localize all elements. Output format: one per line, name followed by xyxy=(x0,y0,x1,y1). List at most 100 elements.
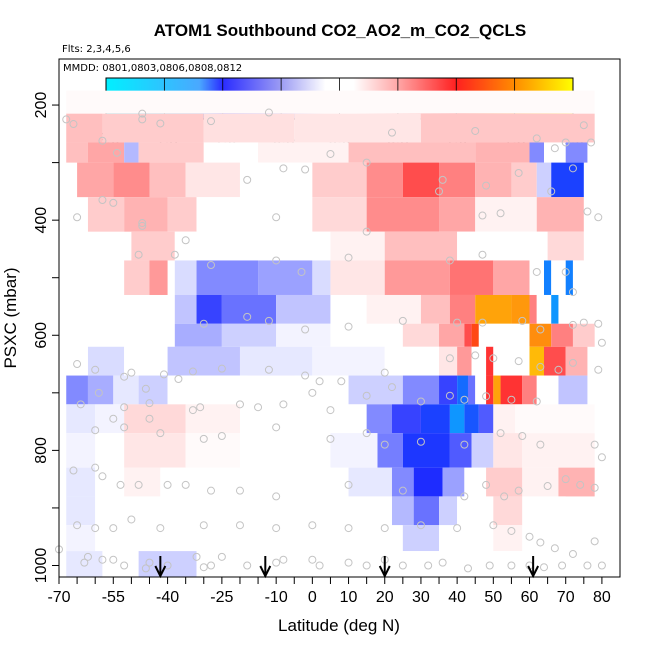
sample-point xyxy=(199,521,208,530)
sample-point xyxy=(80,558,89,567)
sample-point xyxy=(109,198,118,207)
heatmap-cell xyxy=(87,197,125,232)
sample-point xyxy=(188,367,197,376)
sample-point xyxy=(568,358,577,367)
y-tick-label: 400 xyxy=(33,207,50,234)
heatmap-cell xyxy=(294,113,421,143)
sample-point xyxy=(453,524,462,533)
sample-point xyxy=(532,267,541,276)
sample-point xyxy=(308,388,317,397)
sample-point xyxy=(568,164,577,173)
heatmap-cell xyxy=(196,375,248,405)
sample-point xyxy=(207,261,216,270)
heatmap-cell xyxy=(312,404,367,434)
heatmap-cell xyxy=(384,260,450,295)
heatmap-cell xyxy=(536,294,552,324)
heatmap-cell xyxy=(377,433,403,468)
sample-point xyxy=(547,187,556,196)
heatmap-cell xyxy=(439,375,458,405)
sample-point xyxy=(192,552,201,561)
sample-point xyxy=(536,325,545,334)
sample-point xyxy=(536,440,545,449)
sample-point xyxy=(380,368,389,377)
heatmap-cell xyxy=(66,433,96,468)
heatmap-cell xyxy=(138,551,197,577)
sample-point xyxy=(207,561,216,570)
sample-point xyxy=(482,480,491,489)
heatmap-cell xyxy=(475,142,530,163)
heatmap-cell xyxy=(312,197,367,232)
sample-point xyxy=(344,253,353,262)
sample-point xyxy=(91,524,100,533)
sample-point xyxy=(594,365,603,374)
heatmap-cell xyxy=(87,323,125,347)
sample-point xyxy=(272,524,281,533)
heatmap-cell xyxy=(196,294,222,324)
y-tick-label: 200 xyxy=(33,92,50,119)
sample-point xyxy=(532,134,541,143)
sample-point xyxy=(539,563,548,572)
sample-point xyxy=(453,318,462,327)
heatmap-cell xyxy=(486,375,494,405)
heatmap-cell xyxy=(551,260,566,295)
heatmap-cell xyxy=(464,525,494,552)
sample-point xyxy=(445,256,454,265)
heatmap-cell xyxy=(420,294,450,324)
y-tick-label: 1000 xyxy=(33,548,50,584)
sample-point xyxy=(243,561,252,570)
sample-point xyxy=(438,175,447,184)
heatmap-cell xyxy=(402,375,440,405)
dates-subtitle: MMDD: 0801,0803,0806,0808,0812 xyxy=(63,63,242,74)
sample-point xyxy=(514,168,523,177)
heatmap-cell xyxy=(167,496,367,526)
heatmap-cell xyxy=(493,551,530,577)
sample-point xyxy=(243,312,252,321)
heatmap-cell xyxy=(138,142,204,163)
heatmap-cell xyxy=(196,197,313,232)
sample-point xyxy=(362,561,371,570)
heatmap-cell xyxy=(276,323,331,347)
sample-point xyxy=(134,480,143,489)
heatmap-cell xyxy=(174,260,197,295)
sample-point xyxy=(445,391,454,400)
heatmap-cell xyxy=(196,260,259,295)
heatmap-cell xyxy=(124,433,186,468)
sample-point xyxy=(163,561,172,570)
heatmap-cell xyxy=(500,375,523,405)
heatmap-cell xyxy=(95,467,125,497)
flight-arrow-head xyxy=(527,565,540,579)
sample-point xyxy=(344,322,353,331)
sample-point xyxy=(344,480,353,489)
sample-point xyxy=(98,555,107,564)
heatmap-cell xyxy=(420,113,595,143)
sample-point xyxy=(199,319,208,328)
sample-point xyxy=(485,561,494,570)
heatmap-cell xyxy=(66,404,96,434)
x-tick-label: 0 xyxy=(308,589,317,606)
sample-point xyxy=(134,250,143,259)
sample-point xyxy=(536,538,545,547)
sample-point xyxy=(94,388,103,397)
x-tick-label: -70 xyxy=(47,589,70,606)
sample-point xyxy=(489,354,498,363)
heatmap-cell xyxy=(102,551,132,577)
heatmap-cell xyxy=(551,294,559,324)
sample-point xyxy=(217,552,226,561)
heatmap-cell xyxy=(66,375,88,405)
sample-point xyxy=(362,158,371,167)
sample-point xyxy=(489,521,498,530)
heatmap-cell xyxy=(330,323,403,347)
sample-point xyxy=(156,119,165,128)
x-axis-label: Latitude (deg N) xyxy=(278,616,400,635)
sample-point xyxy=(83,552,92,561)
sample-point xyxy=(127,368,136,377)
heatmap-cell xyxy=(203,113,295,143)
heatmap-cell xyxy=(131,525,367,552)
heatmap-cell xyxy=(124,404,186,434)
sample-point xyxy=(207,486,216,495)
sample-point xyxy=(532,397,541,406)
sample-point xyxy=(109,555,118,564)
heatmap-cell xyxy=(471,323,479,347)
sample-point xyxy=(73,360,82,369)
heatmap-cell xyxy=(558,375,588,405)
